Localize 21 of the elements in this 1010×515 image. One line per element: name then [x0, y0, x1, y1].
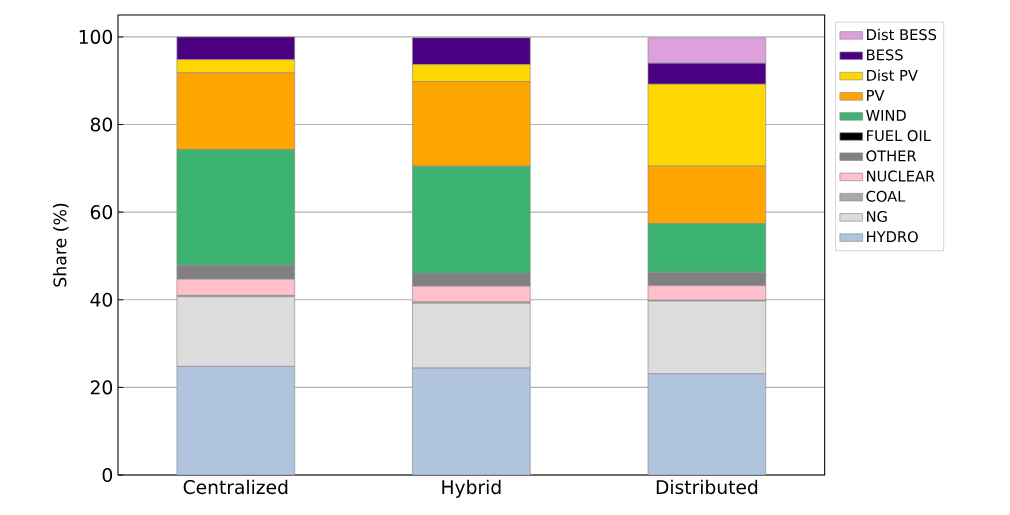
- legend-label: PV: [867, 90, 885, 101]
- legend-label: HYDRO: [867, 231, 918, 243]
- legend-label: Dist BESS: [867, 28, 937, 41]
- y-tick-label: 100: [79, 29, 113, 44]
- legend-label: Dist PV: [867, 69, 918, 81]
- legend-label: NG: [867, 210, 887, 223]
- y-tick-label: 0: [102, 467, 113, 483]
- y-tick-label: 80: [90, 117, 113, 132]
- y-tick-label: 20: [90, 380, 113, 395]
- legend-label: COAL: [866, 190, 906, 202]
- y-tick-label: 40: [90, 292, 113, 307]
- y-tick-label: 60: [90, 205, 113, 220]
- y-axis-title: Share (%): [53, 203, 69, 287]
- legend-label: FUEL OIL: [867, 130, 931, 142]
- legend-label: WIND: [866, 110, 906, 121]
- x-tick-label: Centralized: [183, 479, 288, 495]
- legend-label: OTHER: [866, 150, 917, 162]
- legend-label: BESS: [867, 49, 903, 61]
- x-tick-label: Distributed: [656, 479, 758, 495]
- x-tick-label: Hybrid: [442, 479, 501, 498]
- legend-label: NUCLEAR: [867, 170, 935, 182]
